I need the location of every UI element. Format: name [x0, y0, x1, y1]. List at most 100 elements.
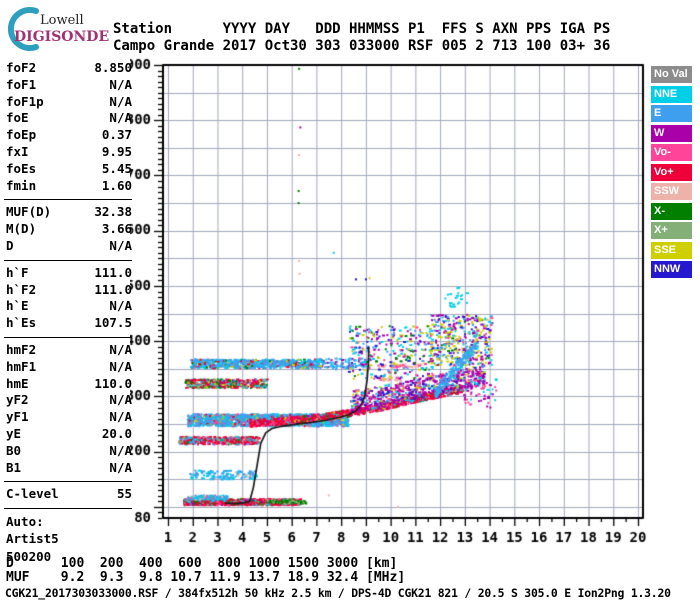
- autoscaling-info-line: 500200: [6, 548, 52, 564]
- param-row: yF1 N/A: [6, 409, 132, 426]
- param-value: N/A: [109, 237, 132, 253]
- param-label: hmF2: [6, 341, 37, 357]
- param-label: M(D): [6, 221, 37, 237]
- param-label: yF2: [6, 392, 29, 408]
- param-row: foF1p N/A: [6, 94, 132, 111]
- logo-text-lowell: Lowell: [40, 13, 84, 28]
- param-value: N/A: [109, 93, 132, 109]
- legend-item-vo-: Vo-: [651, 144, 692, 161]
- param-value: N/A: [109, 341, 132, 357]
- param-label: D: [6, 237, 14, 253]
- panel-divider: [4, 481, 132, 483]
- param-label: h`F: [6, 264, 29, 280]
- param-label: fmin: [6, 177, 37, 193]
- param-row: hmF2 N/A: [6, 342, 132, 359]
- param-value: 20.0: [101, 425, 132, 441]
- distance-row: D 100 200 400 600 800 1000 1500 3000 [km…: [6, 556, 398, 571]
- param-value: 5.45: [101, 160, 132, 176]
- param-value: 55: [116, 486, 132, 502]
- param-value: 111.0: [94, 281, 132, 297]
- param-row: yF2 N/A: [6, 392, 132, 409]
- panel-divider: [4, 508, 132, 510]
- legend-item-x+: X+: [651, 222, 692, 239]
- header-labels-row: Station YYYY DAY DDD HHMMSS P1 FFS S AXN…: [113, 21, 611, 37]
- param-row: hmE 110.0: [6, 376, 132, 393]
- param-value: 110.0: [94, 375, 132, 391]
- param-value: 0.37: [101, 127, 132, 143]
- param-row: MUF(D) 32.38: [6, 204, 132, 221]
- param-row: D N/A: [6, 238, 132, 255]
- param-row: yE 20.0: [6, 426, 132, 443]
- param-row: foF2 8.850: [6, 60, 132, 77]
- legend-item-nne: NNE: [651, 85, 692, 103]
- ionogram-plot-canvas: [130, 55, 648, 555]
- status-line: CGK21_2017303033000.RSF / 384fx512h 50 k…: [5, 586, 671, 600]
- param-row: hmF1 N/A: [6, 359, 132, 376]
- param-value: N/A: [109, 459, 132, 475]
- param-label: fxI: [6, 143, 29, 159]
- param-label: hmF1: [6, 358, 37, 374]
- param-row: h`Es 107.5: [6, 315, 132, 332]
- param-row: fmin 1.60: [6, 178, 132, 195]
- param-label: foF1: [6, 76, 37, 92]
- echo-direction-legend: No Val NNE E W Vo- Vo+ SSW X- X+ SSE NNW: [651, 66, 695, 281]
- logo-text-digisonde: DIGISONDE: [14, 29, 110, 45]
- legend-item-vo+: Vo+: [651, 163, 692, 181]
- param-label: foF2: [6, 60, 37, 75]
- param-label: h`E: [6, 298, 29, 314]
- param-label: C-level: [6, 486, 59, 502]
- param-label: B0: [6, 442, 22, 458]
- legend-item-ssw: SSW: [651, 183, 692, 200]
- lowell-digisonde-logo: Lowell DIGISONDE: [6, 4, 116, 51]
- param-value: 1.60: [101, 177, 132, 193]
- param-value: N/A: [109, 392, 132, 408]
- legend-item-e: E: [651, 105, 692, 122]
- param-row: foF1 N/A: [6, 77, 132, 94]
- param-label: hmE: [6, 375, 29, 391]
- param-value: 8.850: [94, 60, 132, 75]
- panel-divider: [4, 199, 132, 201]
- param-value: 111.0: [94, 264, 132, 280]
- legend-item-noval: No Val: [651, 66, 692, 83]
- param-value: N/A: [109, 442, 132, 458]
- param-value: 32.38: [94, 204, 132, 220]
- param-label: B1: [6, 459, 22, 475]
- param-row: fxI 9.95: [6, 144, 132, 161]
- autoscaling-info-line: Artist5: [6, 531, 59, 547]
- legend-item-x-: X-: [651, 202, 692, 220]
- panel-divider: [4, 259, 132, 261]
- panel-divider: [4, 336, 132, 338]
- param-value: N/A: [109, 76, 132, 92]
- param-label: h`F2: [6, 281, 37, 297]
- param-row: h`F 111.0: [6, 265, 132, 282]
- param-value: N/A: [109, 358, 132, 374]
- param-label: MUF(D): [6, 204, 52, 220]
- param-row: M(D) 3.66: [6, 221, 132, 238]
- autoscaling-info-line: Auto:: [6, 514, 44, 530]
- param-label: yF1: [6, 409, 29, 425]
- param-label: foF1p: [6, 93, 44, 109]
- scaled-parameters-panel: foF2 8.850 foF1 N/A foF1p N/A foE N/A foEp 0.37 fx…: [4, 60, 132, 565]
- param-label: foE: [6, 110, 29, 126]
- legend-item-sse: SSE: [651, 241, 692, 259]
- param-label: foEs: [6, 160, 37, 176]
- param-value: 9.95: [101, 143, 132, 159]
- param-label: foEp: [6, 127, 37, 143]
- param-row: B1 N/A: [6, 460, 132, 477]
- param-value: 3.66: [101, 221, 132, 237]
- param-row: h`E N/A: [6, 298, 132, 315]
- param-row: foEs 5.45: [6, 161, 132, 178]
- param-value: N/A: [109, 409, 132, 425]
- muf-row: MUF 9.2 9.3 9.8 10.7 11.9 13.7 18.9 32.4…: [6, 570, 406, 585]
- param-value: N/A: [109, 110, 132, 126]
- param-value: 107.5: [94, 315, 132, 331]
- param-row: B0 N/A: [6, 443, 132, 460]
- param-label: h`Es: [6, 315, 37, 331]
- param-row: foEp 0.37: [6, 127, 132, 144]
- param-label: yE: [6, 425, 22, 441]
- legend-item-w: W: [651, 124, 692, 142]
- legend-item-nnw: NNW: [651, 261, 692, 278]
- param-row: h`F2 111.0: [6, 282, 132, 299]
- param-row: foE N/A: [6, 110, 132, 127]
